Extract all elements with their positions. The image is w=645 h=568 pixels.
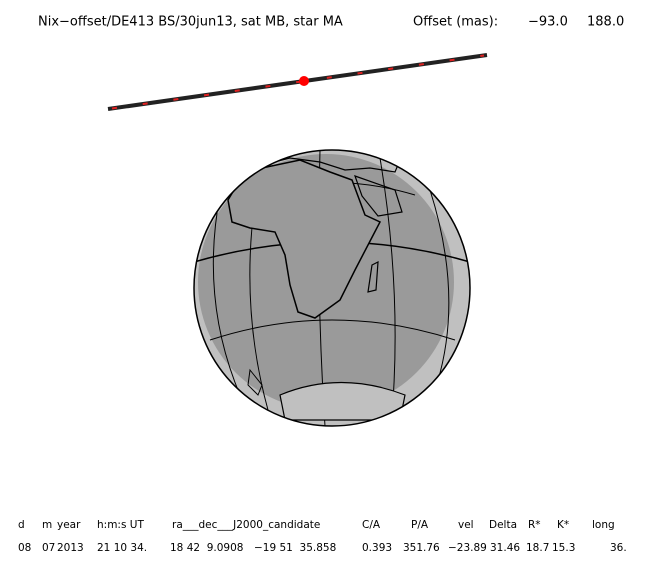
cell: −23.89: [448, 542, 487, 554]
column-header: vel: [458, 519, 474, 531]
column-header: K*: [557, 519, 569, 531]
column-header: Delta: [489, 519, 517, 531]
cell: 15.3: [552, 542, 575, 554]
offset-label: Offset (mas):: [413, 15, 498, 30]
shadow-track: [107, 53, 488, 111]
column-header: C/A: [362, 519, 381, 531]
column-header: long: [592, 519, 615, 531]
column-header: P/A: [411, 519, 429, 531]
offset-value: 188.0: [587, 15, 624, 30]
column-header: h:m:s UT: [97, 519, 144, 531]
column-header: R*: [528, 519, 541, 531]
cell: 351.76: [403, 542, 440, 554]
cell: 07: [42, 542, 55, 554]
cell: 21 10 34.: [97, 542, 147, 554]
cell: −19 51 35.858: [254, 542, 336, 554]
cell: 2013: [57, 542, 84, 554]
cell: 0.393: [362, 542, 392, 554]
cell: 18 42 9.0908: [170, 542, 243, 554]
column-header: d: [18, 519, 25, 531]
title: Nix−offset/DE413 BS/30jun13, sat MB, sta…: [38, 15, 343, 30]
cell: 18.7: [526, 542, 549, 554]
cell: 31.46: [490, 542, 520, 554]
column-header: year: [57, 519, 81, 531]
column-header: ra___dec___J2000_candidate: [172, 519, 320, 531]
globe: [193, 149, 471, 427]
cell: 36.: [610, 542, 627, 554]
column-header: m: [42, 519, 52, 531]
cell: 08: [18, 542, 31, 554]
offset-value: −93.0: [528, 15, 568, 30]
